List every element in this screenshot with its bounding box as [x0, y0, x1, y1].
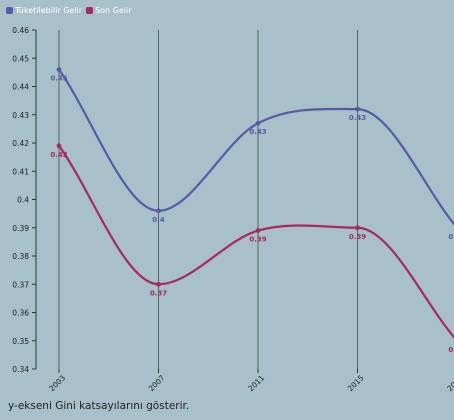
x-tick-label: 2003 — [47, 373, 67, 393]
chart-legend: Tüketilebilir Gelir Son Gelir — [6, 4, 132, 16]
data-label: 0.35 — [448, 346, 454, 354]
y-tick-label: 0.41 — [12, 167, 29, 176]
legend-label-disposable-income: Tüketilebilir Gelir — [15, 5, 83, 15]
x-tick-label: 2011 — [246, 373, 266, 393]
y-tick-label: 0.43 — [12, 111, 29, 120]
y-tick-label: 0.39 — [12, 224, 29, 233]
y-tick-label: 0.46 — [12, 26, 29, 35]
data-point — [355, 225, 360, 231]
x-tick-label: 2015 — [346, 373, 366, 393]
y-tick-label: 0.44 — [12, 83, 29, 92]
data-point — [255, 120, 261, 126]
data-label: 0.43 — [249, 128, 266, 136]
y-tick-label: 0.37 — [12, 280, 29, 289]
y-tick-label: 0.34 — [12, 365, 29, 374]
data-label: 0.39 — [349, 233, 366, 241]
legend-item-disposable-income[interactable]: Tüketilebilir Gelir — [6, 6, 82, 15]
data-point — [355, 106, 360, 112]
y-tick-label: 0.38 — [12, 252, 29, 261]
data-label: 0.37 — [150, 289, 167, 297]
legend-item-final-income[interactable]: Son Gelir — [86, 5, 132, 15]
legend-swatch-disposable-income — [6, 6, 13, 14]
data-label: 0.42 — [50, 151, 67, 159]
data-point — [156, 208, 161, 214]
series-line-0 — [58, 68, 454, 226]
data-point — [255, 228, 261, 233]
legend-label-final-income: Son Gelir — [95, 5, 132, 15]
y-tick-label: 0.4 — [17, 196, 29, 205]
y-tick-label: 0.35 — [12, 337, 29, 346]
data-label: 0.45 — [50, 75, 67, 83]
y-tick-label: 0.45 — [12, 54, 29, 63]
x-tick-label: 2007 — [147, 373, 167, 393]
data-point — [56, 143, 62, 149]
data-point — [56, 67, 62, 72]
x-tick-label: 2019 — [445, 373, 454, 393]
data-label: 0.43 — [349, 114, 366, 122]
data-label: 0.39 — [249, 236, 266, 244]
data-label: 0.4 — [152, 216, 165, 224]
chart-caption: y-ekseni Gini katsayılarını gösterir. — [8, 400, 190, 412]
y-tick-label: 0.36 — [12, 309, 29, 318]
legend-swatch-final-income — [86, 6, 94, 14]
line-chart: 0.34 0.35 0.36 0.37 0.38 0.39 0.4 0.41 0.42 0.43 0… — [12, 26, 454, 393]
data-point — [156, 281, 161, 287]
y-tick-label: 0.42 — [12, 139, 29, 148]
data-label: 0.39 — [448, 233, 454, 241]
